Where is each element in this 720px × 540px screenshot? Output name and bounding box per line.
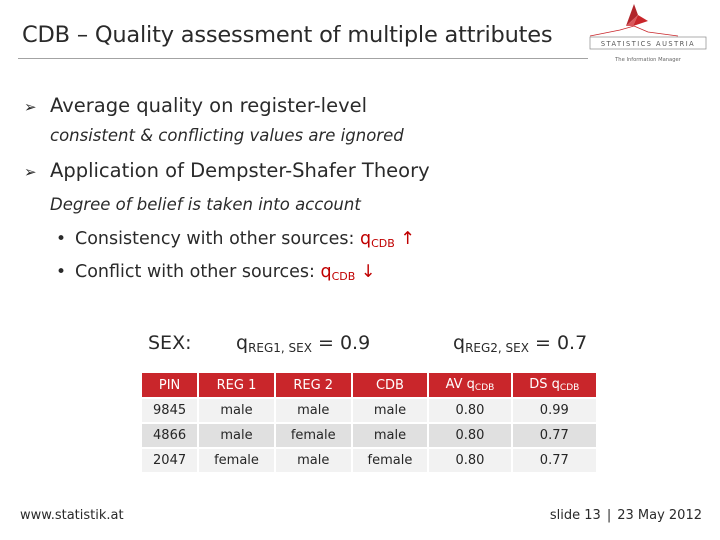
title-divider [18, 58, 588, 59]
cell-reg2: male [275, 399, 351, 422]
header-reg2: REG 2 [275, 373, 351, 397]
slide-date: 23 May 2012 [617, 508, 702, 523]
logo-mark-icon: STATISTICS AUSTRIA The Information Manag… [589, 4, 707, 63]
slide-title: CDB – Quality assessment of multiple att… [22, 22, 553, 48]
down-arrow-icon: ↓ [360, 262, 376, 282]
slide-footer: slide 13 | 23 May 2012 [550, 508, 702, 523]
dot-bullet-icon: • [56, 262, 67, 282]
sub-bullet-consistency: Consistency with other sources: qCDB ↑ [75, 229, 415, 250]
cell-pin: 4866 [142, 424, 198, 447]
cell-cdb: female [352, 449, 428, 472]
footer-separator: | [606, 508, 612, 523]
bullet-dempster-shafer: Application of Dempster-Shafer Theory [50, 159, 430, 182]
dot-bullet-icon: • [56, 229, 67, 249]
cell-ds-qcdb: 0.77 [512, 449, 596, 472]
arrow-bullet-icon: ➢ [24, 163, 37, 181]
cell-pin: 9845 [142, 399, 198, 422]
cell-ds-qcdb: 0.99 [512, 399, 596, 422]
cell-cdb: male [352, 399, 428, 422]
logo-text: STATISTICS AUSTRIA [601, 40, 695, 48]
sub-bullet-conflict: Conflict with other sources: qCDB ↓ [75, 262, 376, 283]
note-degree-of-belief: Degree of belief is taken into account [50, 195, 361, 214]
sex-label: SEX: [148, 332, 192, 354]
cell-av-qcdb: 0.80 [429, 399, 511, 422]
cell-reg1: male [199, 424, 274, 447]
cell-ds-qcdb: 0.77 [512, 424, 596, 447]
table-row: 9845 male male male 0.80 0.99 [142, 399, 596, 422]
conflict-text: Conflict with other sources: [75, 262, 321, 282]
header-reg1: REG 1 [199, 373, 274, 397]
cell-cdb: male [352, 424, 428, 447]
slide-number: slide 13 [549, 508, 601, 523]
q-reg1-sex: qREG1, SEX = 0.9 [236, 332, 371, 355]
table-row: 2047 female male female 0.80 0.77 [142, 449, 596, 472]
cell-reg1: female [199, 449, 274, 472]
up-arrow-icon: ↑ [400, 229, 416, 249]
bullet-average-quality: Average quality on register-level [50, 94, 368, 117]
cell-reg1: male [199, 399, 274, 422]
header-cdb: CDB [352, 373, 428, 397]
attribute-quality-table: PIN REG 1 REG 2 CDB AV qCDB DS qCDB 9845… [140, 371, 598, 474]
website-link[interactable]: www.statistik.at [20, 508, 124, 523]
cell-av-qcdb: 0.80 [429, 449, 511, 472]
cell-reg2: female [275, 424, 351, 447]
header-av-qcdb: AV qCDB [429, 373, 511, 397]
statistics-austria-logo: STATISTICS AUSTRIA The Information Manag… [586, 4, 710, 66]
q-reg2-sex: qREG2, SEX = 0.7 [453, 332, 588, 355]
table-header-row: PIN REG 1 REG 2 CDB AV qCDB DS qCDB [142, 373, 596, 397]
table-row: 4866 male female male 0.80 0.77 [142, 424, 596, 447]
header-pin: PIN [142, 373, 198, 397]
cell-pin: 2047 [142, 449, 198, 472]
cell-reg2: male [275, 449, 351, 472]
note-consistent-conflicting: consistent & conflicting values are igno… [50, 126, 404, 145]
cell-av-qcdb: 0.80 [429, 424, 511, 447]
q-cdb-symbol: qCDB [359, 229, 395, 250]
header-ds-qcdb: DS qCDB [512, 373, 596, 397]
logo-tagline: The Information Manager [614, 57, 682, 63]
consistency-text: Consistency with other sources: [75, 229, 360, 249]
arrow-bullet-icon: ➢ [24, 98, 37, 116]
q-cdb-symbol: qCDB [320, 262, 356, 283]
